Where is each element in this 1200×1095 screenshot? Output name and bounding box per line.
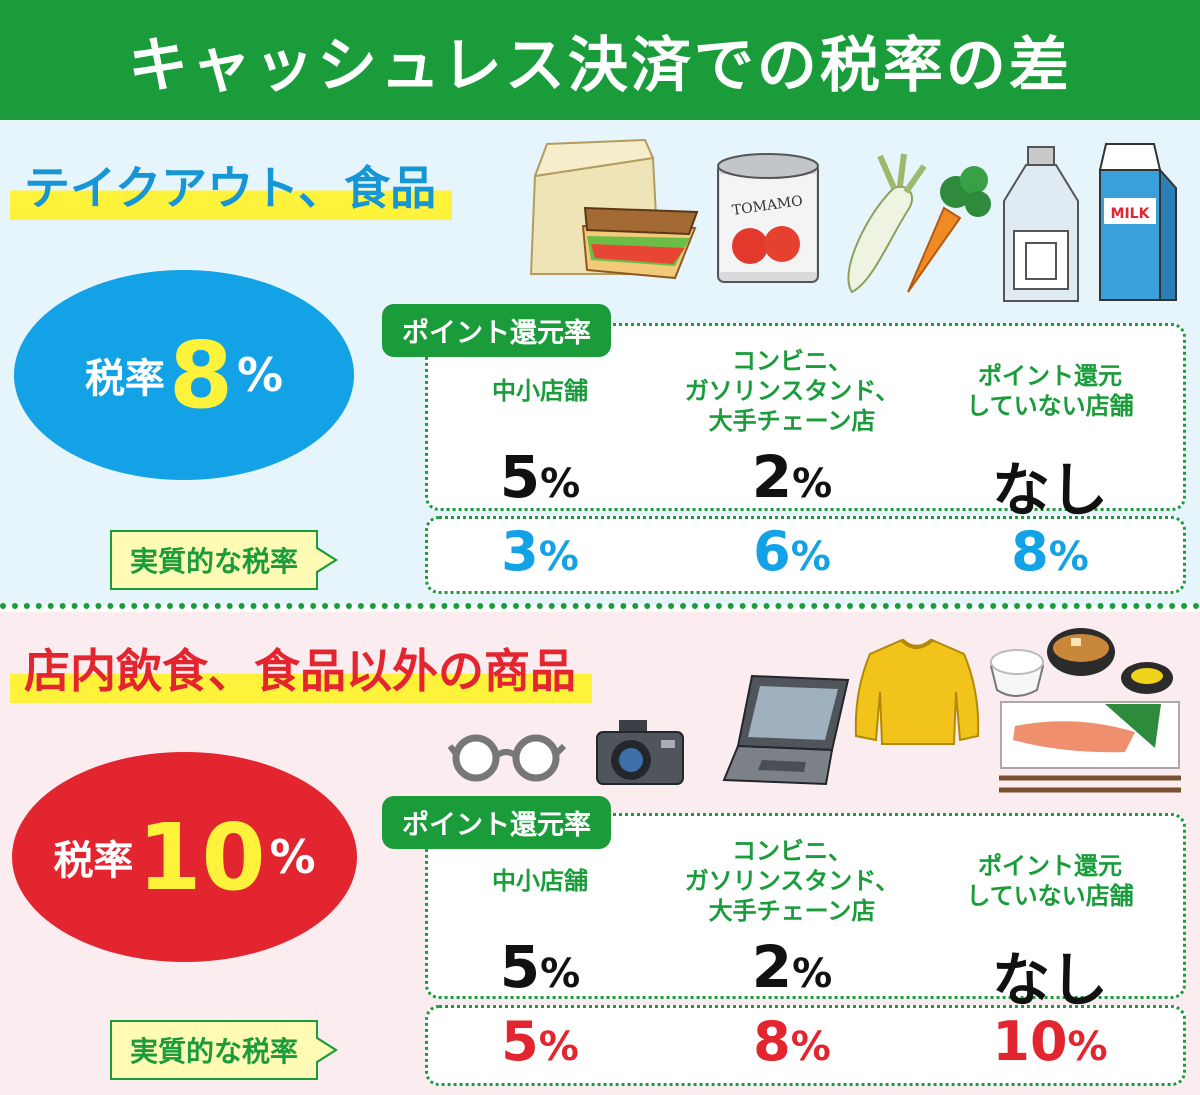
column-header: 中小店舗: [492, 867, 588, 895]
tax-rate-label: 税率: [53, 838, 134, 884]
tax-rate-value: 10: [137, 803, 266, 911]
tax-rate-label: 税率: [84, 356, 165, 402]
title-banner: キャッシュレス決済での税率の差: [0, 0, 1200, 120]
column-no-points: ポイント還元 していない店舗 なし: [930, 345, 1170, 527]
effective-rate-box: [425, 1005, 1186, 1086]
page-title: キャッシュレス決済での税率の差: [128, 30, 1072, 101]
effective-rate-box: [425, 516, 1186, 594]
section-divider: [0, 603, 1200, 609]
column-convenience-store: コンビニ、 ガソリンスタンド、 大手チェーン店 2%: [672, 345, 912, 511]
column-header: ポイント還元 していない店舗: [966, 852, 1134, 910]
column-header: 中小店舗: [492, 377, 588, 405]
point-rate-value: 5%: [499, 933, 581, 1001]
point-rate-tag: ポイント還元率: [382, 304, 611, 357]
column-header: コンビニ、 ガソリンスタンド、 大手チェーン店: [684, 837, 900, 925]
sweater-icon: [854, 638, 980, 745]
column-convenience-store: コンビニ、 ガソリンスタンド、 大手チェーン店 2%: [672, 835, 912, 1001]
column-small-store: 中小店舗 5%: [420, 835, 660, 1001]
effective-rate-value: 3%: [501, 520, 579, 583]
column-header: ポイント還元 していない店舗: [966, 362, 1134, 420]
japanese-meal-icon: [989, 628, 1181, 793]
category-title-dine-in: 店内飲食、食品以外の商品: [10, 633, 592, 703]
tax-rate-ellipse-10: 税率 10 %: [12, 752, 357, 962]
laptop-icon: [722, 674, 850, 786]
milk-carton-icon: MILK: [1098, 143, 1177, 301]
paper-bag-sandwich-icon: [529, 138, 699, 280]
point-rate-value: 5%: [499, 443, 581, 511]
effective-rate-label: 実質的な税率: [110, 1020, 339, 1080]
milk-label-text: MILK: [1111, 206, 1151, 222]
tax-rate-ellipse-8: 税率 8 %: [14, 270, 354, 480]
point-rate-value: 2%: [751, 933, 833, 1001]
effective-rate-value: 10%: [992, 1010, 1108, 1073]
glasses-icon: [447, 734, 567, 782]
category-title-takeout: テイクアウト、食品: [10, 150, 453, 220]
point-rate-value: 2%: [751, 443, 833, 511]
point-rate-value: なし: [991, 456, 1108, 524]
point-rate-value: なし: [991, 946, 1108, 1014]
camera-icon: [596, 720, 684, 785]
effective-rate-value: 5%: [501, 1010, 579, 1073]
tomato-can-icon: TOMAMO: [717, 153, 819, 283]
tax-rate-unit: %: [269, 830, 316, 884]
tax-rate-unit: %: [236, 348, 284, 402]
water-bottle-icon: [1003, 146, 1079, 302]
daikon-carrot-icon: [847, 153, 991, 294]
point-rate-tag: ポイント還元率: [382, 796, 611, 849]
effective-rate-label: 実質的な税率: [110, 530, 339, 590]
effective-rate-value: 8%: [1011, 520, 1089, 583]
column-no-points: ポイント還元 していない店舗 なし: [930, 835, 1170, 1017]
effective-rate-value: 8%: [753, 1010, 831, 1073]
effective-rate-value: 6%: [753, 520, 831, 583]
tax-rate-value: 8: [168, 321, 233, 429]
column-small-store: 中小店舗 5%: [420, 345, 660, 511]
column-header: コンビニ、 ガソリンスタンド、 大手チェーン店: [684, 347, 900, 435]
